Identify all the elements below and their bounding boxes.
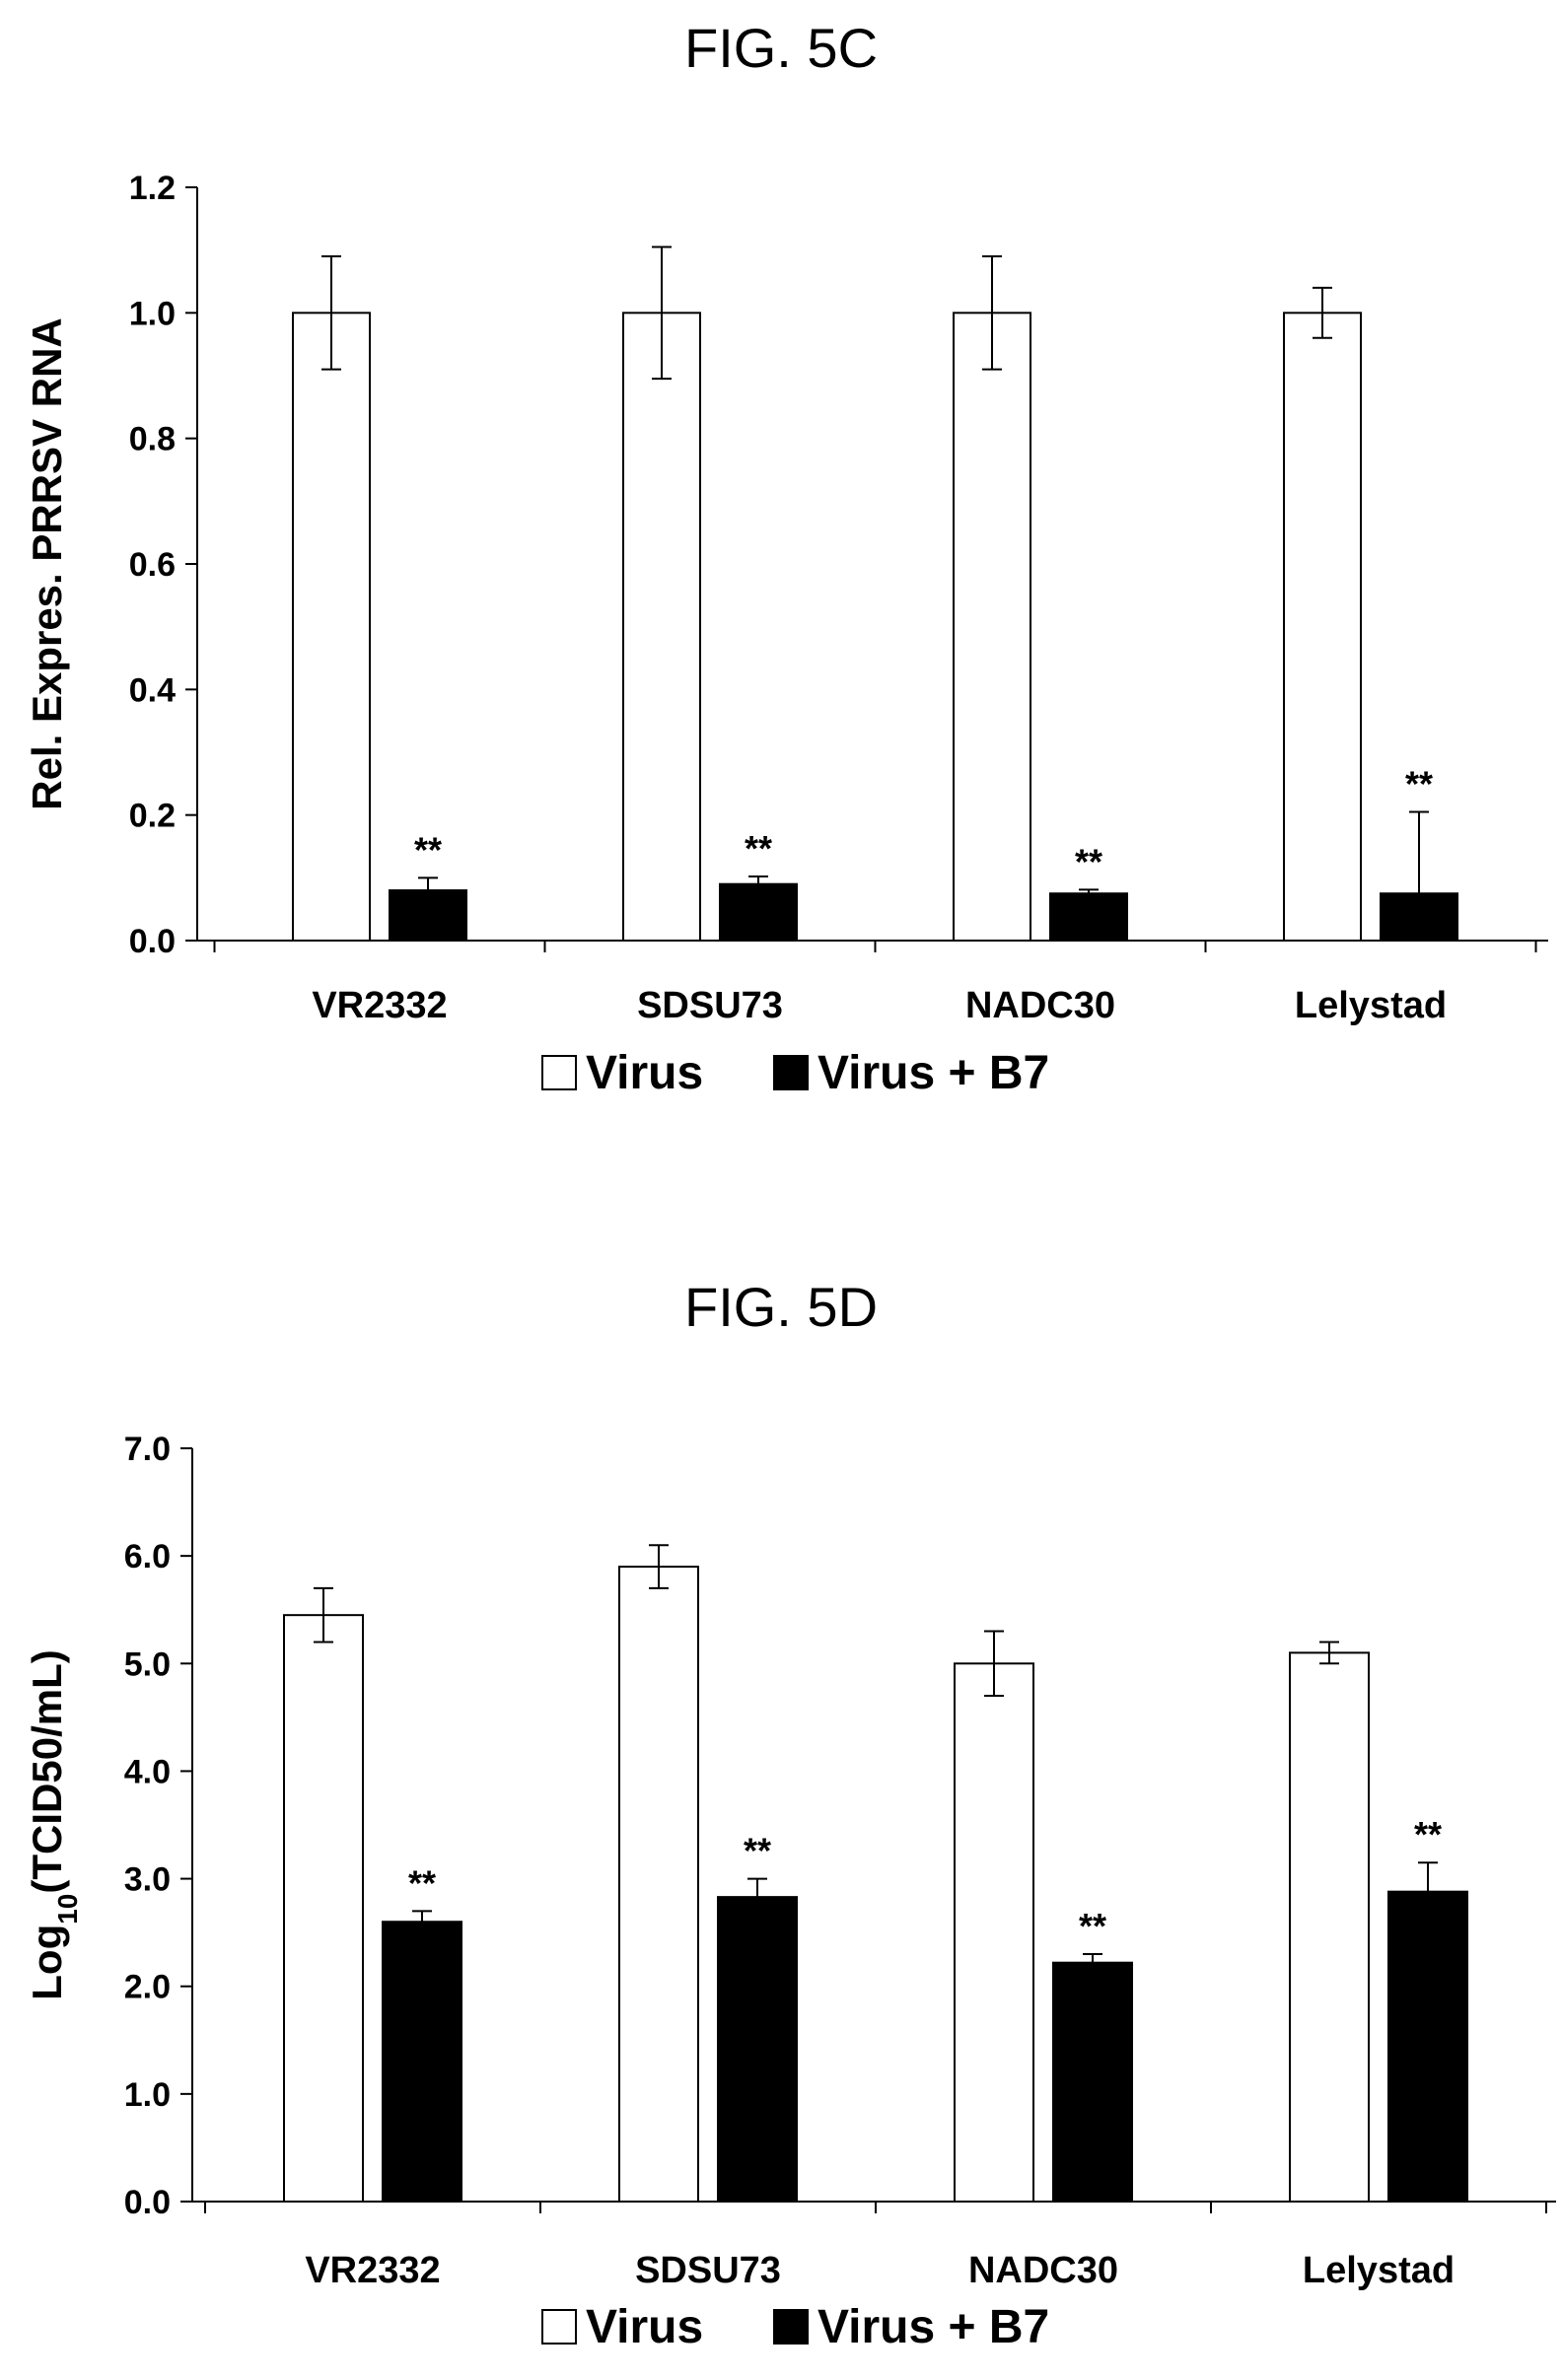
y-tick-label: 7.0 xyxy=(124,1431,171,1468)
y-axis-label-tail: (TCID50/mL) xyxy=(24,1649,70,1893)
legend-label-virus: Virus xyxy=(586,2301,703,2353)
bar-virus-sdsu73 xyxy=(622,312,701,943)
bar-virus-nadc30 xyxy=(953,312,1031,943)
figure-5c: FIG. 5C 0.0 0.2 0.4 0.6 0.8 1.0 1.2 Rel. Expres.… xyxy=(0,0,1563,1144)
legend-label-virus-b7: Virus + B7 xyxy=(817,2301,1049,2353)
legend-swatch-virus xyxy=(541,1055,577,1090)
bar-virus-b7-nadc30 xyxy=(1052,1961,1133,2204)
bar-virus-vr2332 xyxy=(292,312,371,943)
bar-virus-lelystad xyxy=(1289,1651,1370,2204)
y-tick-label: 0.4 xyxy=(129,671,176,709)
y-tick-label: 0.0 xyxy=(124,2184,171,2221)
y-tick-label: 0.8 xyxy=(129,421,176,458)
y-tick-label: 6.0 xyxy=(124,1538,171,1575)
bar-virus-b7-lelystad xyxy=(1380,892,1458,942)
category-label-nadc30: NADC30 xyxy=(965,985,1115,1026)
bar-virus-vr2332 xyxy=(283,1614,364,2203)
category-label-sdsu73: SDSU73 xyxy=(637,985,783,1026)
y-tick-label: 0.6 xyxy=(129,546,176,584)
category-label-lelystad: Lelystad xyxy=(1303,2250,1455,2291)
chart-5c-svg: FIG. 5C 0.0 0.2 0.4 0.6 0.8 1.0 1.2 Rel. Expres.… xyxy=(24,17,1548,1099)
y-axis-label-main: Log xyxy=(24,1925,70,2000)
bar-virus-b7-sdsu73 xyxy=(717,1896,798,2204)
bar-virus-lelystad xyxy=(1283,312,1362,943)
y-tick-label: 0.0 xyxy=(129,923,176,960)
bar-virus-b7-sdsu73 xyxy=(719,882,798,943)
category-label-nadc30: NADC30 xyxy=(968,2250,1118,2291)
significance-marker: ** xyxy=(1405,763,1433,804)
bar-virus-nadc30 xyxy=(954,1662,1034,2203)
y-tick-label: 3.0 xyxy=(124,1861,171,1899)
legend-label-virus-b7: Virus + B7 xyxy=(817,1047,1049,1099)
bar-virus-sdsu73 xyxy=(618,1566,699,2203)
significance-marker: ** xyxy=(408,1862,436,1903)
significance-marker: ** xyxy=(744,1831,771,1871)
bar-virus-b7-lelystad xyxy=(1387,1890,1468,2203)
significance-marker: ** xyxy=(1414,1814,1442,1855)
significance-marker: ** xyxy=(414,829,442,870)
category-label-vr2332: VR2332 xyxy=(312,985,447,1026)
significance-marker: ** xyxy=(1075,841,1102,881)
chart-title: FIG. 5C xyxy=(684,17,878,79)
legend-swatch-virus-b7 xyxy=(773,1055,809,1090)
figure-5d: FIG. 5D 0.0 1.0 2.0 3.0 4.0 5.0 6.0 7.0 Log10(TCI… xyxy=(0,1252,1563,2380)
y-axis-label: Rel. Expres. PRRSV RNA xyxy=(24,317,70,810)
y-tick-label: 1.2 xyxy=(129,170,176,207)
legend-swatch-virus xyxy=(541,2309,577,2345)
bar-virus-b7-vr2332 xyxy=(382,1921,462,2203)
chart-5d-svg: FIG. 5D 0.0 1.0 2.0 3.0 4.0 5.0 6.0 7.0 Log10(TCI… xyxy=(24,1276,1556,2353)
y-axis-label-subscript: 10 xyxy=(52,1894,83,1925)
y-axis-label: Log10(TCID50/mL) xyxy=(24,1649,83,1999)
y-tick-label: 1.0 xyxy=(129,295,176,332)
y-tick-label: 1.0 xyxy=(124,2076,171,2114)
y-tick-label: 5.0 xyxy=(124,1645,171,1683)
y-tick-label: 0.2 xyxy=(129,798,176,835)
y-tick-label: 4.0 xyxy=(124,1753,171,1790)
category-label-vr2332: VR2332 xyxy=(305,2250,440,2291)
significance-marker: ** xyxy=(1079,1906,1106,1946)
y-axis-label-main: Rel. Expres. PRRSV RNA xyxy=(24,317,70,810)
chart-title: FIG. 5D xyxy=(684,1276,878,1338)
y-tick-label: 2.0 xyxy=(124,1969,171,2006)
bar-virus-b7-vr2332 xyxy=(389,889,467,942)
legend-swatch-virus-b7 xyxy=(773,2309,809,2345)
legend-label-virus: Virus xyxy=(586,1047,703,1099)
category-label-lelystad: Lelystad xyxy=(1295,985,1447,1026)
significance-marker: ** xyxy=(745,828,772,869)
category-label-sdsu73: SDSU73 xyxy=(635,2250,781,2291)
bar-virus-b7-nadc30 xyxy=(1049,892,1128,942)
